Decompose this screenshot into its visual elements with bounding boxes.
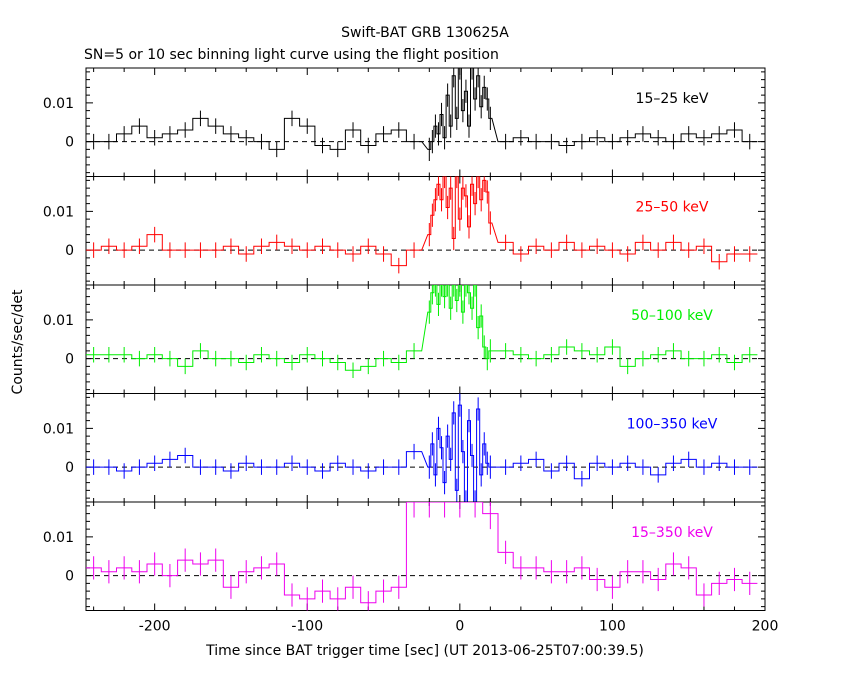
y-tick-label: 0 xyxy=(65,135,74,151)
x-tick-label: 200 xyxy=(752,619,779,635)
panel-frame xyxy=(85,393,766,503)
y-tick-label: 0.01 xyxy=(43,204,74,220)
y-tick-label: 0 xyxy=(65,243,74,259)
series-5 xyxy=(86,502,758,611)
y-tick-label: 0 xyxy=(65,352,74,368)
x-tick-label: 0 xyxy=(455,619,464,635)
series-step-line xyxy=(86,176,758,267)
panel-frame xyxy=(85,176,766,286)
panel-5: 0 0.01 15–350 keV xyxy=(43,501,766,611)
panel-2: 0 0.01 25–50 keV xyxy=(43,176,766,286)
band-label: 25–50 keV xyxy=(636,200,709,216)
panel-frame xyxy=(85,284,766,394)
y-tick-label: 0.01 xyxy=(43,96,74,112)
x-tick-label: -200 xyxy=(139,619,171,635)
panel-frame xyxy=(85,67,766,177)
series-3 xyxy=(86,285,758,378)
panel-1: 0 0.01 15–25 keV xyxy=(43,67,766,177)
y-tick-label: 0.01 xyxy=(43,421,74,437)
y-axis-label: Counts/sec/det xyxy=(10,289,26,394)
series-4 xyxy=(86,393,758,502)
y-tick-label: 0 xyxy=(65,460,74,476)
panel-3: 0 0.01 50–100 keV xyxy=(43,284,766,394)
y-tick-label: 0.01 xyxy=(43,313,74,329)
series-2 xyxy=(86,176,758,274)
series-step-line xyxy=(86,68,758,150)
chart-title: Swift-BAT GRB 130625A xyxy=(341,25,509,41)
y-tick-label: 0.01 xyxy=(43,530,74,546)
chart-subtitle: SN=5 or 10 sec binning light curve using… xyxy=(84,47,499,63)
series-step-line xyxy=(86,502,758,604)
x-axis-label: Time since BAT trigger time [sec] (UT 20… xyxy=(205,643,644,659)
band-label: 50–100 keV xyxy=(631,308,713,324)
series-step-line xyxy=(86,404,758,502)
series-1 xyxy=(86,68,758,161)
x-tick-label: 100 xyxy=(599,619,626,635)
band-label: 100–350 keV xyxy=(627,417,718,433)
x-tick-label: -100 xyxy=(291,619,323,635)
panel-frame xyxy=(85,501,766,611)
series-step-line xyxy=(86,285,758,371)
y-tick-label: 0 xyxy=(65,569,74,585)
band-label: 15–350 keV xyxy=(631,525,713,541)
panel-4: 0 0.01 100–350 keV xyxy=(43,393,766,503)
band-label: 15–25 keV xyxy=(636,91,709,107)
panels-group: 0 0.01 15–25 keV 0 0.01 25–50 keV 0 0.01 50–100 … xyxy=(43,67,779,635)
